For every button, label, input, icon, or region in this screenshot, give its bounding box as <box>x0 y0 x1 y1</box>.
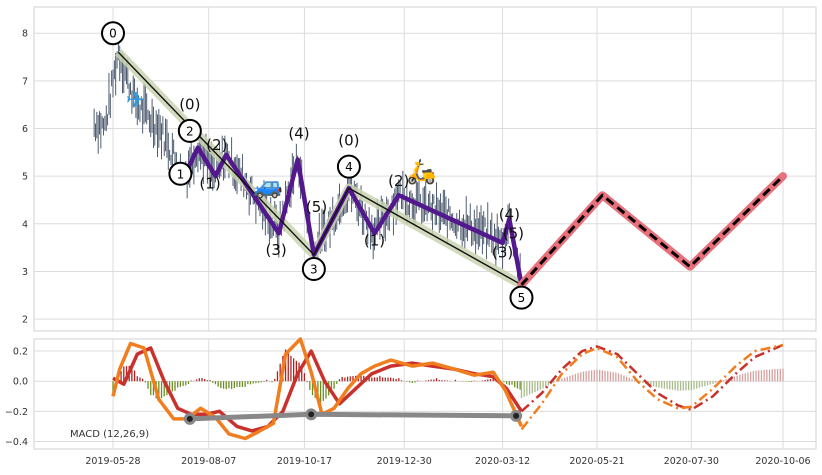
price-y-tick-label: 6 <box>22 124 28 135</box>
divergence-point-center <box>186 415 193 422</box>
wave-label-text: (1) <box>199 174 220 192</box>
wave-label-circle <box>301 257 326 282</box>
projection-line <box>520 175 785 286</box>
price-y-tick-label: 5 <box>22 172 28 183</box>
wave-label-text: (3) <box>265 241 286 259</box>
wave-label-text: 4 <box>345 160 353 174</box>
macd-y-tick-label: −0.2 <box>5 407 28 418</box>
wave-label-text: 1 <box>177 167 185 181</box>
macd-y-tick-label: −0.4 <box>5 437 28 448</box>
price-y-tick-label: 7 <box>22 76 28 87</box>
wave-labels-layer: 0(0)21(2)(1)(4)(5)(3)3(0)4(1)(2)(4)(5)(3… <box>101 21 534 310</box>
price-y-tick-label: 4 <box>22 219 28 230</box>
wave-label-text: (4) <box>499 205 520 223</box>
ticks-layer: 2019-05-28 2019-08-07 2019-10-17 2019-12-30… <box>5 29 811 467</box>
macd-line <box>111 337 524 441</box>
wave-label-text: (1) <box>364 231 385 249</box>
wave-label-text: (0) <box>338 131 359 149</box>
x-tick-label: 2020-03-12 <box>475 456 530 467</box>
price-panel-frame <box>33 6 817 332</box>
wave-label-text: (5) <box>306 198 327 216</box>
wave-label-text: (2) <box>388 172 409 190</box>
primary-wave-line <box>117 51 522 286</box>
wave-label-circle <box>336 154 361 179</box>
wave-label-text: 3 <box>310 263 318 277</box>
car-icon: 🚙 <box>253 172 283 200</box>
wave-label-text: 5 <box>518 291 526 305</box>
wave-label-text: (3) <box>492 243 513 261</box>
divergence-point-center <box>308 411 315 418</box>
macd-y-tick-label: 0.2 <box>13 347 28 358</box>
x-tick-label: 2019-12-30 <box>377 456 432 467</box>
wave-label-text: 0 <box>109 27 117 41</box>
macd-legend: MACD (12,26,9) <box>70 429 149 440</box>
wave-label-text: 2 <box>186 124 194 138</box>
wave-label-circle <box>509 285 534 310</box>
x-tick-label: 2020-05-21 <box>569 456 624 467</box>
grid-layer <box>33 6 817 450</box>
x-tick-label: 2020-10-06 <box>755 456 810 467</box>
wave-label-circle <box>177 118 202 143</box>
wave-label-text: (0) <box>179 96 200 114</box>
macd-y-tick-label: 0.0 <box>13 377 28 388</box>
price-y-tick-label: 8 <box>22 29 28 40</box>
macd-layer <box>111 337 784 441</box>
scooter-icon: 🛵 <box>407 157 437 185</box>
signal-projection-line <box>520 343 784 413</box>
x-tick-label: 2019-08-07 <box>181 456 236 467</box>
wave-lines-layer <box>115 49 787 289</box>
wave-label-text: (5) <box>503 224 524 242</box>
wave-label-circle <box>101 21 125 46</box>
wave-label-circle <box>168 161 193 186</box>
divergence-point-center <box>513 412 520 419</box>
x-tick-label: 2020-07-30 <box>664 456 719 467</box>
price-y-tick-label: 2 <box>22 315 28 326</box>
wave-label-text: (4) <box>288 124 309 142</box>
x-tick-label: 2019-05-28 <box>85 456 140 467</box>
airplane-icon: ✈ <box>126 86 146 114</box>
macd-projection-line <box>520 343 784 431</box>
x-tick-label: 2019-10-17 <box>277 456 332 467</box>
wave-label-text: (2) <box>206 136 227 154</box>
price-y-tick-label: 3 <box>22 267 28 278</box>
